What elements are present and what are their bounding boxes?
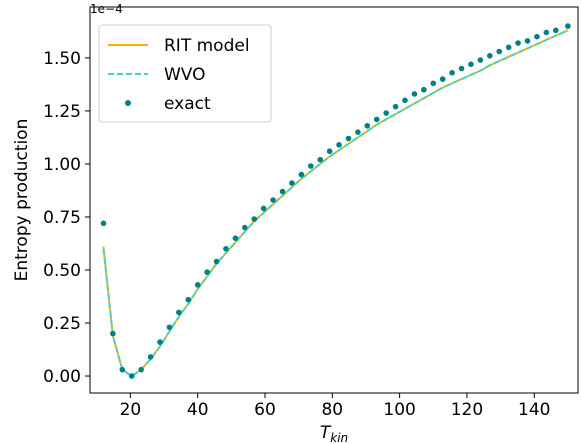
plot-frame <box>89 6 579 394</box>
exact-data-point <box>411 91 418 97</box>
exact-data-point <box>336 142 342 148</box>
x-tick-label: 100 <box>383 400 415 420</box>
exact-data-point <box>383 110 389 116</box>
exact-data-point <box>477 57 484 63</box>
exact-data-point <box>194 282 201 288</box>
x-tick-label: 120 <box>451 400 483 420</box>
exact-data-point <box>364 122 371 129</box>
exact-data-point <box>251 216 258 222</box>
exact-data-point <box>232 235 239 241</box>
exact-data-point <box>421 86 427 93</box>
legend: RIT model WVO exact <box>98 24 272 123</box>
legend-swatch-exact <box>125 100 131 106</box>
legend-box <box>98 24 272 123</box>
x-tick-label: 60 <box>254 400 276 420</box>
exact-data-point <box>166 324 173 331</box>
exact-data-point <box>505 44 512 51</box>
ticks-layer: 20 40 60 80 100 120 140 0.00 0.25 0.50 0.75 1.00 1.2… <box>43 49 550 420</box>
exact-data-point <box>270 197 276 203</box>
exact-data-point <box>147 354 154 360</box>
exact-data-point <box>204 269 210 275</box>
legend-label-exact: exact <box>164 94 211 114</box>
exact-data-point <box>289 180 295 186</box>
y-axis-label: Entropy production <box>12 119 32 282</box>
x-tick-label: 140 <box>518 400 550 420</box>
exact-data-point <box>307 163 314 169</box>
y-tick-label: 0.00 <box>43 367 81 387</box>
wvo-line <box>102 29 569 378</box>
exact-data-point <box>458 65 465 72</box>
exact-data-point <box>100 220 107 227</box>
exact-data-point <box>439 76 446 82</box>
exact-data-point <box>402 97 408 104</box>
exact-data-point <box>110 330 116 337</box>
exact-data-point <box>487 52 493 59</box>
y-tick-label: 0.25 <box>43 314 81 334</box>
y-tick-label: 0.75 <box>43 208 81 228</box>
y-offset-label: 1e−4 <box>90 2 123 16</box>
legend-label-wvo: WVO <box>164 65 206 85</box>
exact-data-point <box>543 29 550 36</box>
exact-data-point <box>468 61 474 68</box>
x-tick-label: 40 <box>187 400 209 420</box>
exact-data-point <box>119 366 126 373</box>
exact-data-point <box>176 309 182 316</box>
exact-data-point <box>213 258 220 265</box>
exact-data-point <box>355 129 361 135</box>
exact-data-point <box>552 27 559 34</box>
y-tick-label: 1.25 <box>43 102 81 122</box>
x-axis-label: Tkin <box>320 423 348 444</box>
x-tick-label: 80 <box>321 400 343 420</box>
exact-data-point <box>157 339 163 345</box>
exact-data-point <box>317 156 324 163</box>
exact-data-point <box>373 116 380 123</box>
y-tick-label: 1.00 <box>43 155 81 175</box>
y-tick-label: 0.50 <box>43 261 81 281</box>
exact-data-point <box>449 69 455 76</box>
exact-data-point <box>515 40 521 46</box>
x-axis-label-main: T <box>320 423 332 443</box>
exact-data-point <box>496 48 503 55</box>
exact-data-point <box>223 245 229 252</box>
exact-data-point <box>128 373 135 379</box>
exact-data-point <box>345 135 352 142</box>
exact-data-point <box>279 188 286 195</box>
exact-data-point <box>565 23 571 29</box>
y-tick-label: 1.50 <box>43 49 81 69</box>
exact-data-point <box>524 38 531 44</box>
series-layer <box>100 23 571 379</box>
exact-data-point <box>260 205 267 212</box>
exact-data-point <box>242 224 248 231</box>
exact-data-point <box>534 33 540 40</box>
x-axis-label-sub: kin <box>330 431 348 444</box>
exact-data-point <box>392 103 399 110</box>
exact-data-point <box>430 80 437 87</box>
exact-data-point <box>326 148 333 155</box>
legend-label-rit-model: RIT model <box>164 36 250 56</box>
exact-data-point <box>185 296 192 303</box>
exact-data-point <box>138 366 144 373</box>
x-tick-label: 20 <box>120 400 142 420</box>
exact-data-point <box>298 171 305 178</box>
